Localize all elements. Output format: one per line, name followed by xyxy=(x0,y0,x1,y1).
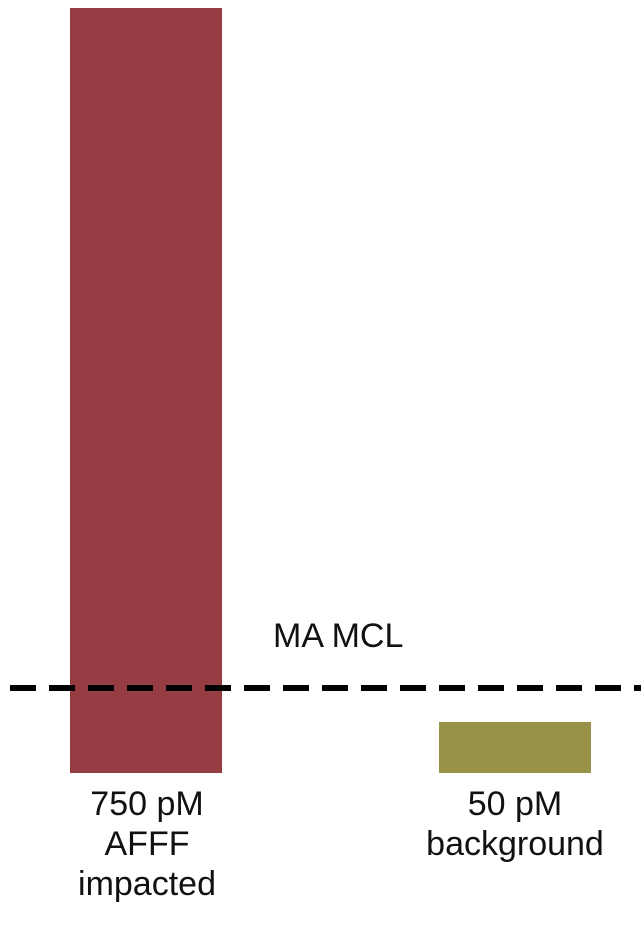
bar-afff-impacted xyxy=(70,8,222,773)
ma-mcl-label: MA MCL xyxy=(273,617,404,655)
category-label-background: 50 pM background xyxy=(426,785,604,863)
bar-background xyxy=(439,722,591,773)
category-label-afff-impacted: 750 pM AFFF impacted xyxy=(78,785,216,903)
